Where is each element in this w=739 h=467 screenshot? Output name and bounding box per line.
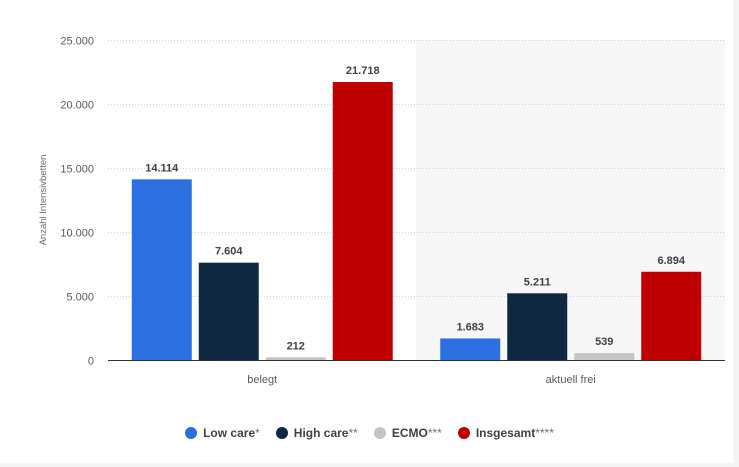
legend-footnote-mark: **** bbox=[535, 426, 554, 440]
legend-label-text: ECMO bbox=[391, 426, 428, 440]
legend-color-dot bbox=[373, 427, 386, 439]
legend-label: ECMO*** bbox=[392, 426, 442, 440]
y-tick-label: 15.000 bbox=[60, 164, 94, 176]
y-tick-label: 20.000 bbox=[60, 100, 94, 112]
data-label: 539 bbox=[595, 336, 613, 348]
bar-insgesamt[interactable] bbox=[332, 82, 393, 361]
x-category-label: aktuell frei bbox=[546, 374, 596, 386]
bar-low-care[interactable] bbox=[440, 338, 501, 360]
bar-low-care[interactable] bbox=[131, 179, 192, 360]
data-label: 1.683 bbox=[456, 321, 484, 333]
legend-footnote-mark: ** bbox=[348, 426, 358, 440]
data-label: 6.894 bbox=[657, 255, 685, 267]
bar-insgesamt[interactable] bbox=[641, 271, 702, 360]
legend-item[interactable]: Low care* bbox=[185, 426, 260, 440]
legend-label: Low care* bbox=[203, 426, 260, 440]
legend-item[interactable]: ECMO*** bbox=[373, 426, 442, 440]
legend: Low care* High care** ECMO*** Insgesamt**** bbox=[0, 422, 739, 444]
x-category-label: belegt bbox=[247, 374, 277, 386]
legend-color-dot bbox=[457, 427, 470, 439]
data-label: 212 bbox=[287, 340, 305, 352]
right-border bbox=[733, 0, 739, 467]
legend-item[interactable]: High care** bbox=[275, 426, 358, 440]
bar-high-care[interactable] bbox=[507, 293, 568, 360]
bar-chart: 0 5.000 10.000 15.000 20.000 25.000 14.114 7.6… bbox=[38, 36, 725, 386]
y-tick-label: 0 bbox=[88, 356, 94, 368]
legend-footnote-mark: *** bbox=[427, 426, 442, 440]
bar-ecmo[interactable] bbox=[265, 357, 326, 360]
data-label: 7.604 bbox=[215, 246, 243, 258]
x-axis-categories: belegt aktuell frei bbox=[247, 374, 596, 386]
y-tick-label: 5.000 bbox=[66, 292, 94, 304]
legend-footnote-mark: * bbox=[255, 426, 260, 440]
legend-color-dot bbox=[275, 427, 288, 439]
y-tick-label: 10.000 bbox=[60, 228, 94, 240]
data-label: 5.211 bbox=[524, 276, 551, 288]
data-label: 14.114 bbox=[145, 162, 179, 174]
legend-color-dot bbox=[185, 427, 198, 439]
bar-high-care[interactable] bbox=[198, 262, 259, 360]
legend-label-text: High care bbox=[293, 426, 349, 440]
legend-item[interactable]: Insgesamt**** bbox=[457, 426, 554, 440]
data-labels: 14.114 7.604 212 21.718 1.683 5.211 539 6.894 bbox=[145, 65, 686, 352]
bottom-border bbox=[0, 463, 739, 467]
legend-label-text: Low care bbox=[203, 426, 256, 440]
legend-label: Insgesamt**** bbox=[476, 426, 554, 440]
legend-label: High care** bbox=[294, 426, 358, 440]
y-axis-label: Anzahl Intensivbetten bbox=[38, 155, 49, 246]
bar-ecmo[interactable] bbox=[574, 353, 635, 360]
data-label: 21.718 bbox=[346, 65, 380, 77]
bars bbox=[131, 82, 702, 361]
y-tick-label: 25.000 bbox=[60, 36, 94, 48]
y-axis-ticks: 0 5.000 10.000 15.000 20.000 25.000 bbox=[60, 36, 94, 368]
legend-label-text: Insgesamt bbox=[475, 426, 536, 440]
